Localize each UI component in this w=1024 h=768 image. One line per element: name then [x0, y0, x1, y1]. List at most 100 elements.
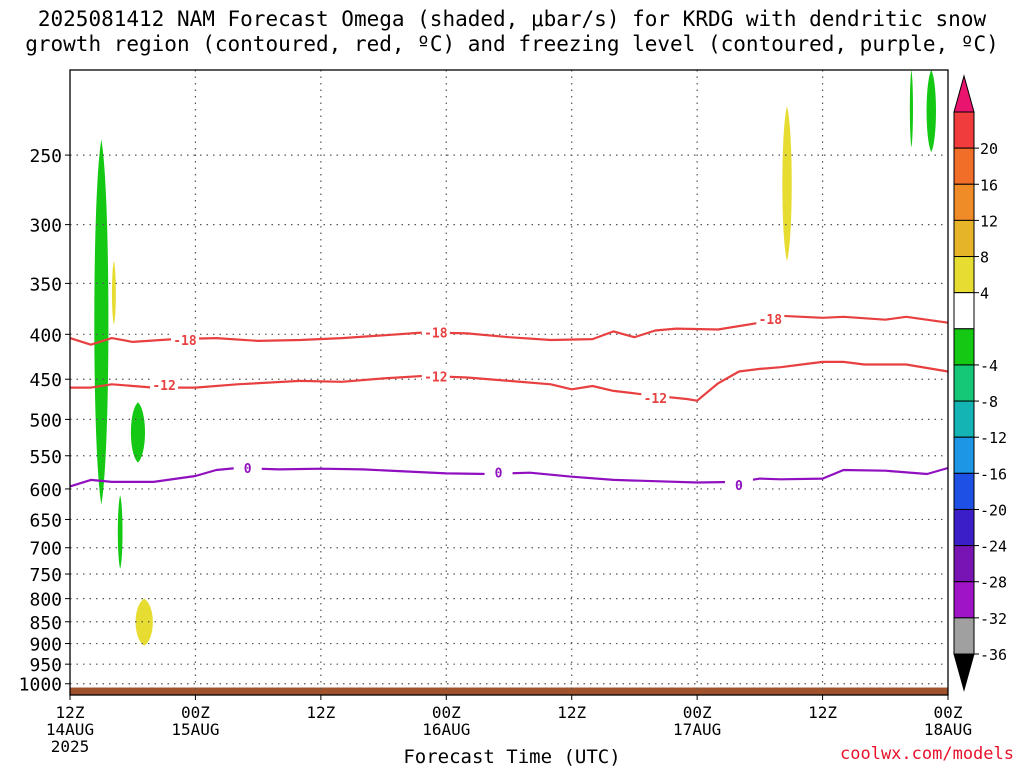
colorbar-segment: [953, 328, 975, 366]
axes-layer: 2503003504004505005506006507007508008509…: [19, 69, 972, 756]
y-tick-label: 450: [29, 370, 62, 391]
terrain-layer: [70, 687, 948, 695]
y-tick-label: 1000: [19, 675, 62, 696]
omega-region-2: [130, 402, 145, 463]
contour-label-bg: [421, 368, 450, 385]
colorbar-label: -12: [980, 429, 1007, 447]
contour-label: 0: [735, 479, 743, 494]
colorbar-segment: [953, 617, 975, 655]
contour-label: 0: [244, 462, 252, 477]
colorbar-label: -28: [980, 574, 1007, 592]
colorbar-segment: [953, 219, 975, 258]
colorbar-segment: [953, 508, 975, 547]
x-tick-label: 12Z: [306, 703, 335, 722]
x-tick-label: 12Z: [557, 703, 586, 722]
chart-title-line-2: growth region (contoured, red, ºC) and f…: [25, 32, 999, 56]
colorbar-label: -20: [980, 501, 1007, 519]
contour-label: -12: [152, 379, 175, 394]
x-tick-label: 17AUG: [673, 720, 721, 739]
colorbar-segment: [953, 581, 975, 619]
contour-label-bg: [641, 390, 670, 407]
contour-label-bg: [170, 331, 199, 348]
colorbar: 20 16 12 8 4 -4 -8 -12 -16 -20 -24 -28 -32 -36: [953, 74, 1007, 692]
y-tick-label: 400: [29, 325, 62, 346]
y-tick-label: 550: [29, 447, 62, 468]
x-tick-label: 16AUG: [422, 720, 470, 739]
x-tick-label: 15AUG: [171, 720, 219, 739]
colorbar-segment: [953, 364, 975, 402]
omega-region-5: [782, 106, 792, 261]
colorbar-label: -32: [980, 610, 1007, 628]
colorbar-label: 16: [980, 176, 998, 194]
contour-label: -18: [173, 334, 197, 349]
y-tick-label: 600: [29, 480, 62, 501]
y-tick-label: 800: [29, 590, 62, 611]
omega-shading-layer: [94, 70, 936, 646]
contour-line-0: [69, 314, 949, 346]
colorbar-label: 12: [980, 212, 998, 230]
contour-line-1: [70, 360, 949, 402]
omega-region-0: [94, 139, 109, 505]
omega-region-3: [117, 495, 123, 569]
colorbar-segment: [953, 256, 975, 294]
colorbar-segment: [953, 545, 975, 583]
y-tick-label: 750: [29, 565, 62, 586]
colorbar-bottom-triangle: [953, 653, 975, 692]
y-tick-label: 250: [29, 146, 62, 167]
colorbar-segment: [953, 111, 975, 149]
colorbar-label: 20: [980, 140, 998, 158]
omega-region-6: [926, 70, 936, 153]
y-tick-label: 900: [29, 635, 62, 656]
x-tick-label: 12Z: [808, 703, 837, 722]
x-tick-label: 12Z: [56, 703, 85, 722]
colorbar-segment: [953, 436, 975, 474]
colorbar-label: -36: [980, 646, 1007, 664]
contour-label-bg: [724, 477, 753, 494]
x-tick-label: 00Z: [432, 703, 461, 722]
y-tick-label: 500: [29, 410, 62, 431]
y-tick-label: 650: [29, 510, 62, 531]
contour-label: -18: [424, 326, 448, 341]
x-tick-label: 00Z: [181, 703, 210, 722]
contour-label: 0: [495, 467, 503, 482]
colorbar-label: -4: [980, 357, 998, 375]
colorbar-segment: [953, 292, 975, 330]
contour-label-bg: [233, 460, 262, 477]
x-tick-label: 00Z: [934, 703, 963, 722]
y-tick-label: 300: [29, 216, 62, 237]
omega-region-7: [909, 70, 913, 148]
colorbar-label: -8: [980, 393, 998, 411]
contour-layer: -18 -18 -18 -12 -12 -12 0 0 0: [69, 310, 949, 494]
colorbar-segment: [953, 400, 975, 438]
x-tick-label: 2025: [51, 737, 90, 756]
plot-frame: [69, 69, 949, 696]
x-tick-label: 00Z: [683, 703, 712, 722]
contour-label-bg: [150, 377, 179, 394]
colorbar-label: 8: [980, 249, 989, 267]
contour-label-bg: [421, 324, 450, 341]
y-tick-label: 350: [29, 274, 62, 295]
y-tick-label: 950: [29, 655, 62, 676]
x-tick-label: 14AUG: [46, 720, 94, 739]
y-tick-label: 700: [29, 539, 62, 560]
colorbar-label: -24: [980, 538, 1007, 556]
site-credit: coolwx.com/models: [840, 744, 1014, 764]
x-axis-label: Forecast Time (UTC): [403, 746, 621, 768]
omega-region-4: [135, 598, 153, 646]
colorbar-segment: [953, 147, 975, 185]
x-tick-label: 18AUG: [924, 720, 972, 739]
colorbar-segment: [953, 183, 975, 221]
chart-title-line-1: 2025081412 NAM Forecast Omega (shaded, μ…: [37, 7, 987, 31]
colorbar-label: -16: [980, 465, 1007, 483]
y-tick-label: 850: [29, 613, 62, 634]
omega-region-1: [111, 260, 116, 325]
colorbar-segment: [953, 472, 975, 510]
grid-layer: [70, 70, 948, 695]
contour-label-bg: [756, 310, 785, 327]
contour-label: -12: [424, 371, 447, 386]
contour-label-bg: [484, 464, 513, 481]
contour-label: -12: [644, 392, 667, 407]
colorbar-top-triangle: [953, 74, 975, 113]
terrain-fill: [70, 687, 948, 695]
